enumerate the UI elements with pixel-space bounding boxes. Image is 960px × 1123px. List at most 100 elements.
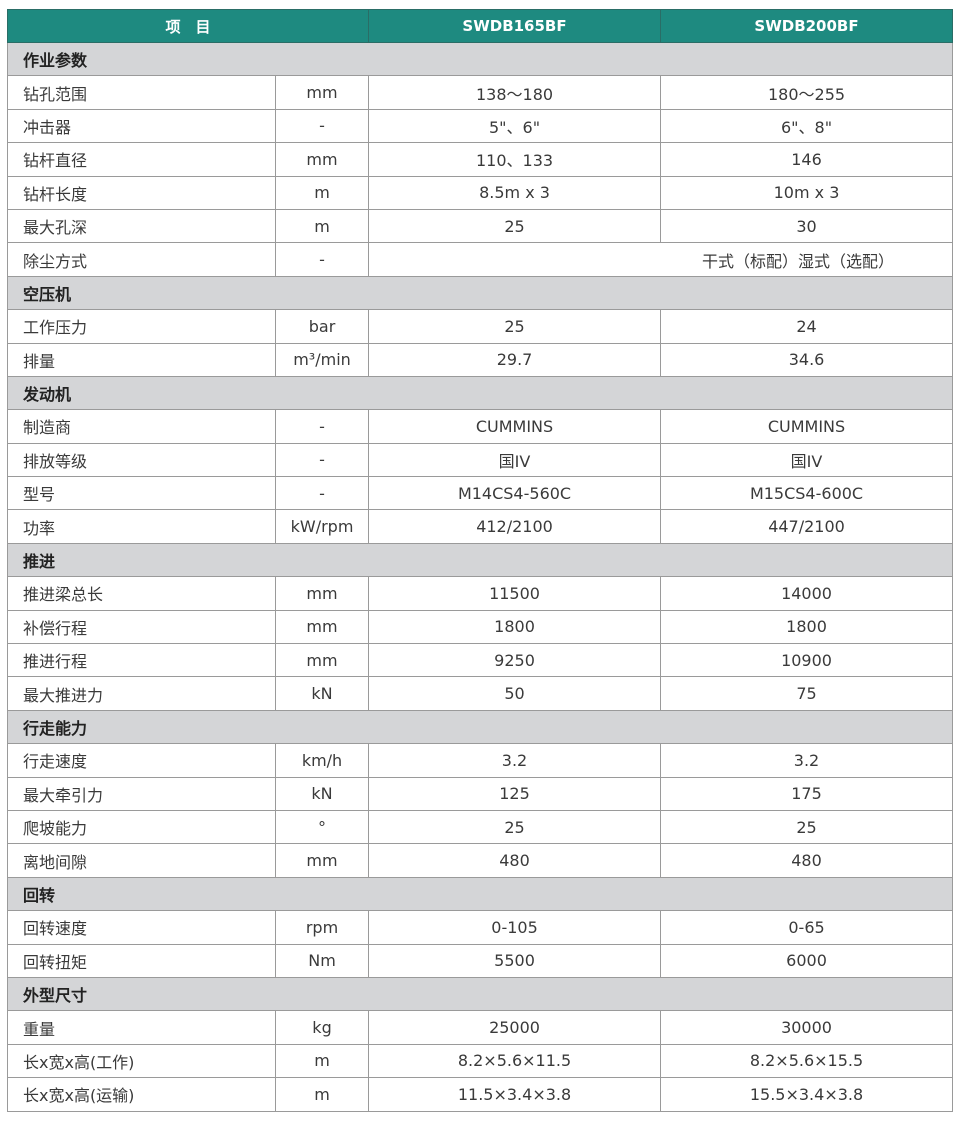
table-row: 除尘方式 - 干式（标配）湿式（选配） xyxy=(7,242,954,277)
value-model-b: 国IV xyxy=(660,442,954,478)
item-name: 排放等级 xyxy=(7,442,276,478)
value-model-b: 0-65 xyxy=(660,910,954,945)
item-unit: ° xyxy=(274,809,370,845)
item-name: 型号 xyxy=(7,476,276,511)
value-model-b: 10m x 3 xyxy=(660,175,954,210)
section-title: 行走能力 xyxy=(6,709,954,745)
value-model-b: 10900 xyxy=(660,643,954,678)
table-row: 排量 m³/min 29.7 34.6 xyxy=(7,342,954,377)
item-unit: m³/min xyxy=(274,342,370,377)
section-header: 发动机 xyxy=(6,375,954,411)
value-model-a: CUMMINS xyxy=(368,409,662,444)
item-unit: - xyxy=(274,409,370,444)
table-row: 推进梁总长 mm 11500 14000 xyxy=(7,576,954,611)
value-model-b: 447/2100 xyxy=(660,509,954,544)
item-name: 钻孔范围 xyxy=(7,75,276,110)
value-model-a: 8.5m x 3 xyxy=(368,175,662,210)
header-item: 项 目 xyxy=(6,9,370,43)
value-model-b: 1800 xyxy=(660,609,954,645)
item-unit: kW/rpm xyxy=(274,509,370,544)
value-model-a: 1800 xyxy=(368,609,662,645)
item-name: 重量 xyxy=(7,1010,276,1045)
item-name: 制造商 xyxy=(7,409,276,444)
item-unit: km/h xyxy=(274,743,370,778)
item-unit: - xyxy=(274,442,370,478)
section-title: 回转 xyxy=(6,876,954,912)
item-unit: mm xyxy=(274,75,370,110)
item-name: 钻杆长度 xyxy=(7,175,276,210)
value-model-a: 0-105 xyxy=(368,910,662,945)
table-row: 回转扭矩 Nm 5500 6000 xyxy=(7,943,954,978)
value-model-a: 25 xyxy=(368,208,662,244)
section-title: 作业参数 xyxy=(6,41,954,77)
item-unit: mm xyxy=(274,843,370,878)
value-model-a: 25 xyxy=(368,309,662,344)
value-model-a: 25000 xyxy=(368,1010,662,1045)
section-header: 空压机 xyxy=(6,275,954,311)
item-name: 行走速度 xyxy=(7,743,276,778)
value-model-b: 6000 xyxy=(660,943,954,978)
value-model-a: 138～180 xyxy=(368,75,662,110)
value-model-b: 14000 xyxy=(660,576,954,611)
value-model-b: 175 xyxy=(660,776,954,811)
item-name: 回转扭矩 xyxy=(7,943,276,978)
value-model-b: 24 xyxy=(660,309,954,344)
table-row: 补偿行程 mm 1800 1800 xyxy=(7,609,954,645)
value-model-b: CUMMINS xyxy=(660,409,954,444)
table-row: 爬坡能力 ° 25 25 xyxy=(7,809,954,845)
item-name: 最大孔深 xyxy=(7,208,276,244)
value-model-b: 15.5×3.4×3.8 xyxy=(660,1077,954,1112)
table-row: 回转速度 rpm 0-105 0-65 xyxy=(7,910,954,945)
value-model-b: 25 xyxy=(660,809,954,845)
item-unit: mm xyxy=(274,576,370,611)
section-title: 空压机 xyxy=(6,275,954,311)
table-row: 最大牵引力 kN 125 175 xyxy=(7,776,954,811)
value-model-a: 50 xyxy=(368,676,662,711)
value-model-a: 110、133 xyxy=(368,142,662,177)
item-unit: kN xyxy=(274,676,370,711)
table-row: 钻杆长度 m 8.5m x 3 10m x 3 xyxy=(7,175,954,210)
item-name: 钻杆直径 xyxy=(7,142,276,177)
item-unit: mm xyxy=(274,609,370,645)
item-name: 补偿行程 xyxy=(7,609,276,645)
table-row: 钻杆直径 mm 110、133 146 xyxy=(7,142,954,177)
section-header: 行走能力 xyxy=(6,709,954,745)
item-unit: m xyxy=(274,208,370,244)
item-name: 长x宽x高(运输) xyxy=(7,1077,276,1112)
value-model-a: 125 xyxy=(368,776,662,811)
header-model-a: SWDB165BF xyxy=(368,9,662,43)
value-model-b: 75 xyxy=(660,676,954,711)
table-row: 功率 kW/rpm 412/2100 447/2100 xyxy=(7,509,954,544)
item-unit: - xyxy=(274,242,370,277)
header-model-b: SWDB200BF xyxy=(660,9,954,43)
item-unit: kg xyxy=(274,1010,370,1045)
section-header: 推进 xyxy=(6,542,954,578)
item-name: 长x宽x高(工作) xyxy=(7,1043,276,1079)
table-row: 重量 kg 25000 30000 xyxy=(7,1010,954,1045)
item-unit: - xyxy=(274,476,370,511)
value-model-a: 11500 xyxy=(368,576,662,611)
value-model-a: 29.7 xyxy=(368,342,662,377)
item-name: 回转速度 xyxy=(7,910,276,945)
item-unit: m xyxy=(274,1043,370,1079)
value-model-a: 25 xyxy=(368,809,662,845)
item-name: 爬坡能力 xyxy=(7,809,276,845)
table-row: 长x宽x高(工作) m 8.2×5.6×11.5 8.2×5.6×15.5 xyxy=(7,1043,954,1079)
value-model-b: 6"、8" xyxy=(660,108,954,144)
value-model-a: 412/2100 xyxy=(368,509,662,544)
item-unit: Nm xyxy=(274,943,370,978)
item-unit: m xyxy=(274,175,370,210)
value-model-a: 国IV xyxy=(368,442,662,478)
item-unit: - xyxy=(274,108,370,144)
value-model-b: 34.6 xyxy=(660,342,954,377)
item-name: 工作压力 xyxy=(7,309,276,344)
item-name: 最大牵引力 xyxy=(7,776,276,811)
value-model-a: 480 xyxy=(368,843,662,878)
table-row: 行走速度 km/h 3.2 3.2 xyxy=(7,743,954,778)
value-model-a: 9250 xyxy=(368,643,662,678)
table-row: 钻孔范围 mm 138～180 180～255 xyxy=(7,75,954,110)
table-row: 冲击器 -5"、6" 6"、8" xyxy=(7,108,954,144)
item-unit: mm xyxy=(274,142,370,177)
item-name: 推进梁总长 xyxy=(7,576,276,611)
item-name: 功率 xyxy=(7,509,276,544)
